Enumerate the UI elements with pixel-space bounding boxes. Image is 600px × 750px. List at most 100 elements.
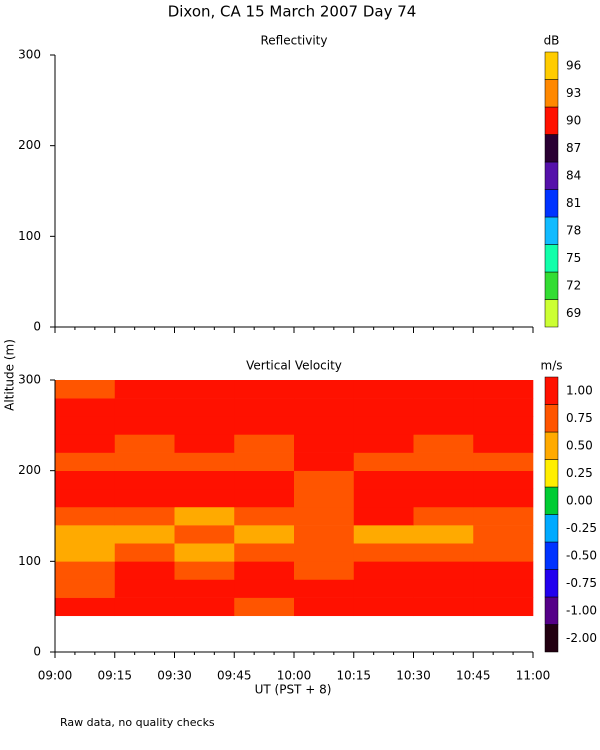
y-tick-label: 200	[18, 463, 41, 477]
heatmap-cell	[294, 380, 355, 399]
heatmap-cell	[473, 561, 534, 580]
heatmap-cell	[114, 380, 175, 399]
heatmap-cell	[473, 597, 534, 617]
heatmap-cell	[413, 452, 474, 471]
heatmap-cell	[55, 398, 116, 417]
heatmap-cell	[473, 543, 534, 562]
colorbar-swatch	[544, 624, 559, 653]
heatmap-cell	[294, 525, 355, 544]
colorbar-label: 90	[566, 113, 581, 127]
colorbar-swatch	[544, 569, 559, 598]
y-tick-label: 100	[18, 554, 41, 568]
y-tick-label: 100	[18, 229, 41, 243]
heatmap-cell	[55, 416, 116, 435]
colorbar-swatch	[544, 189, 559, 218]
colorbar-swatch	[544, 514, 559, 543]
colorbar-label: 0.50	[566, 438, 593, 452]
heatmap-cell	[174, 597, 235, 617]
heatmap-cell	[413, 506, 474, 526]
heatmap-cell	[473, 506, 534, 526]
colorbar-swatch	[544, 79, 559, 108]
heatmap-cell	[234, 380, 295, 399]
heatmap-cell	[353, 488, 414, 508]
heatmap-cell	[114, 543, 175, 562]
colorbar-unit: dB	[544, 34, 560, 48]
footnote: Raw data, no quality checks	[60, 716, 215, 729]
panel-title: Vertical Velocity	[246, 359, 342, 373]
colorbar-swatch	[544, 51, 559, 80]
heatmap-cell	[473, 380, 534, 399]
heatmap-cell	[413, 579, 474, 598]
y-tick-label: 0	[33, 320, 41, 334]
heatmap-cell	[294, 543, 355, 562]
colorbar-swatch	[544, 134, 559, 163]
heatmap-cell	[114, 434, 175, 453]
heatmap-cell	[174, 470, 235, 490]
heatmap-cell	[353, 597, 414, 617]
x-tick-label: 10:00	[277, 669, 312, 683]
colorbar-label: 96	[566, 58, 581, 72]
heatmap-cell	[55, 543, 116, 562]
heatmap-cell	[234, 416, 295, 435]
heatmap-cell	[114, 488, 175, 508]
heatmap-cell	[55, 488, 116, 508]
heatmap-cell	[55, 597, 116, 617]
heatmap-cell	[473, 525, 534, 544]
heatmap-cell	[353, 380, 414, 399]
heatmap-cell	[114, 525, 175, 544]
heatmap-cell	[413, 416, 474, 435]
colorbar-label: 78	[566, 223, 581, 237]
x-tick-label: 09:30	[157, 669, 192, 683]
heatmap-cell	[294, 597, 355, 617]
colorbar-swatch	[544, 271, 559, 300]
heatmap-cell	[413, 543, 474, 562]
heatmap-cell	[413, 380, 474, 399]
heatmap-cell	[413, 488, 474, 508]
heatmap-cell	[353, 434, 414, 453]
heatmap-cell	[114, 506, 175, 526]
x-tick-label: 10:45	[456, 669, 491, 683]
heatmap-cell	[114, 398, 175, 417]
heatmap-cell	[55, 579, 116, 598]
heatmap-cell	[114, 470, 175, 490]
y-tick-label: 300	[18, 48, 41, 62]
x-axis-label: UT (PST + 8)	[255, 683, 332, 697]
colorbar-swatch	[544, 244, 559, 273]
colorbar-label: 72	[566, 278, 581, 292]
colorbar-label: -1.00	[566, 603, 597, 617]
heatmap-cell	[413, 597, 474, 617]
page-title: Dixon, CA 15 March 2007 Day 74	[168, 3, 417, 21]
heatmap-cell	[174, 561, 235, 580]
heatmap-cell	[353, 398, 414, 417]
heatmap-cell	[294, 398, 355, 417]
heatmap-cell	[234, 561, 295, 580]
y-tick-label: 300	[18, 373, 41, 387]
heatmap-cell	[353, 561, 414, 580]
heatmap-cell	[234, 543, 295, 562]
colorbar-swatch	[544, 161, 559, 190]
heatmap-cell	[353, 579, 414, 598]
heatmap-cell	[234, 506, 295, 526]
heatmap-cell	[234, 452, 295, 471]
heatmap-cell	[294, 561, 355, 580]
heatmap-cell	[174, 506, 235, 526]
colorbar-swatch	[544, 541, 559, 570]
x-tick-label: 10:15	[336, 669, 371, 683]
heatmap-cell	[294, 506, 355, 526]
heatmap-cell	[55, 452, 116, 471]
colorbar-swatch	[544, 106, 559, 135]
heatmap-cell	[174, 380, 235, 399]
heatmap-cell	[174, 543, 235, 562]
heatmap-cell	[413, 525, 474, 544]
x-tick-label: 09:15	[97, 669, 132, 683]
heatmap-cell	[174, 434, 235, 453]
heatmap-cell	[55, 380, 116, 399]
heatmap-cell	[473, 470, 534, 490]
x-tick-label: 11:00	[516, 669, 551, 683]
colorbar-swatch	[544, 376, 559, 405]
colorbar-label: 87	[566, 141, 581, 155]
colorbar-unit: m/s	[541, 359, 563, 373]
heatmap-cell	[234, 470, 295, 490]
y-tick-label: 200	[18, 138, 41, 152]
